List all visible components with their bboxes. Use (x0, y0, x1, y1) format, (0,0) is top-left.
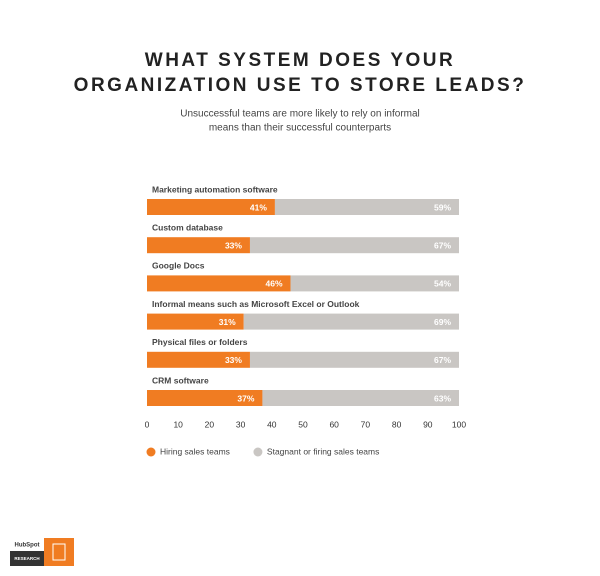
logo-icon (44, 538, 74, 566)
category-label: Marketing automation software (152, 184, 278, 194)
value-label: 31% (219, 317, 236, 327)
x-tick-label: 50 (298, 419, 308, 429)
logo-clipboard (52, 543, 66, 561)
chart-title: ORGANIZATION USE TO STORE LEADS? (74, 75, 527, 96)
x-tick-label: 30 (236, 419, 246, 429)
bar-segment (147, 313, 244, 330)
value-label: 67% (434, 240, 451, 250)
category-label: CRM software (152, 375, 209, 385)
x-tick-label: 20 (205, 419, 215, 429)
category-label: Physical files or folders (152, 337, 248, 347)
bar-segment (274, 199, 459, 215)
logo-label: RESEARCH (14, 556, 39, 561)
bar-segment (290, 275, 459, 292)
bar-segment (249, 351, 459, 368)
bar-segment (262, 390, 459, 406)
legend-marker (253, 447, 263, 457)
logo: HubSpot RESEARCH (10, 538, 74, 566)
chart-title: WHAT SYSTEM DOES YOUR (145, 50, 455, 71)
x-tick-label: 70 (361, 419, 371, 429)
value-label: 46% (266, 279, 283, 289)
logo-brand: HubSpot (15, 543, 40, 549)
x-tick-label: 0 (145, 419, 150, 429)
value-label: 33% (225, 240, 242, 250)
category-label: Informal means such as Microsoft Excel o… (152, 299, 360, 309)
x-tick-label: 60 (329, 419, 339, 429)
bar-segment (147, 390, 263, 406)
value-label: 69% (434, 317, 451, 327)
category-label: Google Docs (152, 261, 205, 271)
value-label: 67% (434, 355, 451, 365)
bar-segment (147, 237, 250, 254)
bar-segment (147, 351, 250, 368)
value-label: 37% (237, 393, 254, 403)
x-tick-label: 10 (173, 419, 183, 429)
chart-subtitle: means than their successful counterparts (209, 123, 391, 134)
bar-segment (147, 199, 275, 215)
category-label: Custom database (152, 222, 223, 232)
value-label: 33% (225, 355, 242, 365)
logo-band (10, 551, 44, 566)
x-tick-label: 100 (452, 419, 466, 429)
x-tick-label: 40 (267, 419, 277, 429)
chart-subtitle: Unsuccessful teams are more likely to re… (180, 109, 420, 120)
bar-segment (147, 275, 291, 292)
value-label: 63% (434, 393, 451, 403)
value-label: 59% (434, 202, 451, 212)
legend-label: Stagnant or firing sales teams (267, 446, 379, 456)
legend-marker (146, 447, 156, 457)
bar-segment (243, 313, 459, 330)
value-label: 41% (250, 202, 267, 212)
value-label: 54% (434, 279, 451, 289)
bar-segment (249, 237, 459, 254)
x-tick-label: 90 (423, 419, 433, 429)
legend-label: Hiring sales teams (160, 446, 230, 456)
x-tick-label: 80 (392, 419, 402, 429)
